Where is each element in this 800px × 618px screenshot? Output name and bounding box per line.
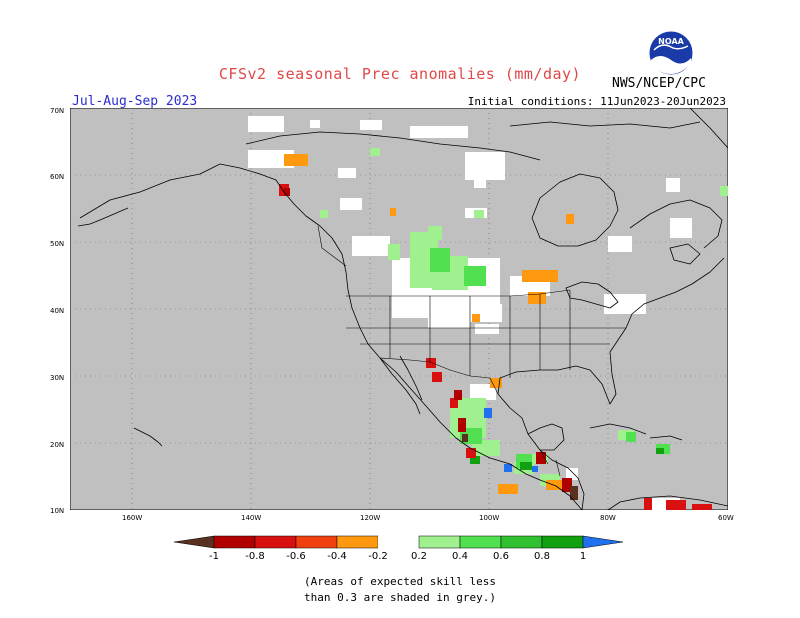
anomaly-blue-patches — [484, 408, 538, 472]
colorbar-tick-p08: 0.8 — [534, 551, 550, 562]
lon-label-140w: 140W — [241, 514, 262, 522]
lat-label-20n-outer: 20N — [50, 441, 65, 449]
initial-conditions-label: Initial conditions: 11Jun2023-20Jun2023 — [467, 95, 726, 108]
logo-text: NOAA — [658, 37, 684, 46]
lon-label-160w: 160W — [122, 514, 143, 522]
coastlines — [77, 108, 728, 510]
colorbar-bin-p06 — [500, 535, 543, 549]
colorbar-tick-m02: -0.2 — [368, 551, 388, 562]
map-title: CFSv2 seasonal Prec anomalies (mm/day) — [218, 65, 582, 83]
colorbar: -1 -0.8 -0.6 -0.4 -0.2 0.2 0.4 0.6 0.8 1 — [173, 535, 624, 562]
colorbar-bin-m08 — [254, 535, 297, 549]
colorbar-tick-p1: 1 — [580, 551, 586, 562]
colorbar-tick-p02: 0.2 — [411, 551, 427, 562]
colorbar-tick-m08: -0.8 — [245, 551, 265, 562]
footnote-line-1: (Areas of expected skill less — [303, 575, 497, 588]
lat-label-70n-outer: 70N — [50, 107, 65, 115]
colorbar-tick-m04: -0.4 — [327, 551, 347, 562]
colorbar-tick-p04: 0.4 — [452, 551, 468, 562]
lon-label-60w: 60W — [718, 514, 734, 522]
lon-label-100w: 100W — [479, 514, 500, 522]
colorbar-tick-m1: -1 — [209, 551, 219, 562]
lon-label-80w: 80W — [600, 514, 616, 522]
colorbar-bin-zero — [378, 536, 419, 548]
anomaly-darkgreen-patches — [470, 448, 664, 470]
colorbar-bin-p04 — [459, 535, 502, 549]
lat-label-30n-outer: 30N — [50, 374, 65, 382]
anomaly-brown-patches — [462, 434, 578, 500]
anomaly-darkred-patches — [284, 188, 572, 492]
lat-label-60n-outer: 60N — [50, 173, 65, 181]
noaa-logo: NOAA — [648, 30, 694, 76]
colorbar-tick-m06: -0.6 — [286, 551, 306, 562]
lat-label-50n-outer: 50N — [50, 240, 65, 248]
colorbar-tick-p06: 0.6 — [493, 551, 509, 562]
colorbar-lowend-triangle — [173, 535, 215, 549]
colorbar-bin-p08 — [541, 535, 584, 549]
season-label: Jul-Aug-Sep 2023 — [72, 94, 198, 109]
colorbar-highend-triangle — [582, 535, 624, 549]
precip-anomaly-map: 70N 60N 50N 40N 30N 20N 10N — [70, 108, 728, 510]
lat-label-10n-outer: 10N — [50, 507, 65, 515]
anomaly-orange-patches — [284, 154, 574, 494]
agency-label: NWS/NCEP/CPC — [612, 76, 706, 91]
colorbar-bin-p02 — [418, 535, 461, 549]
footnote-line-2: than 0.3 are shaded in grey.) — [303, 591, 497, 604]
footnote: (Areas of expected skill less than 0.3 a… — [0, 574, 800, 606]
lon-label-120w: 120W — [360, 514, 381, 522]
colorbar-bin-m04 — [336, 535, 379, 549]
colorbar-bin-m1 — [213, 535, 256, 549]
political-borders — [317, 225, 626, 477]
colorbar-bin-m06 — [295, 535, 338, 549]
lat-label-40n-outer: 40N — [50, 307, 65, 315]
